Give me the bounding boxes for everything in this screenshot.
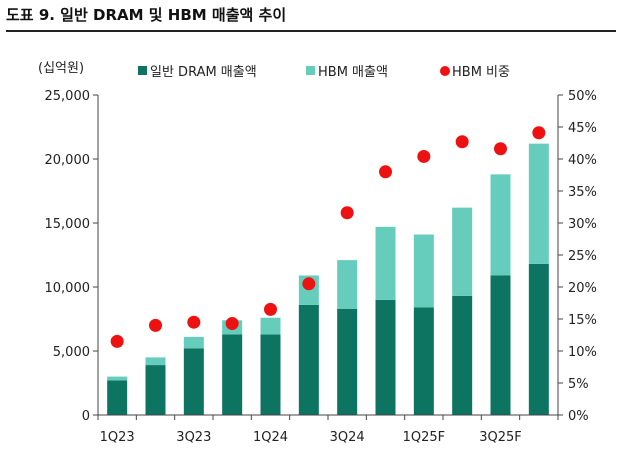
legend: 일반 DRAM 매출액 HBM 매출액 HBM 비중	[138, 65, 510, 80]
hbm-ratio-point	[379, 165, 392, 179]
bar-dram	[298, 304, 319, 415]
bar-dram	[260, 334, 281, 415]
bar-hbm	[260, 317, 281, 335]
right-tick-label: 25%	[568, 249, 597, 264]
right-tick-label: 20%	[568, 281, 597, 296]
axes: 0 5,000 10,000 15,000 20,000 25,000 0% 5% 10% 15%…	[45, 89, 597, 445]
left-tick-label: 15,000	[45, 217, 91, 232]
bars	[107, 143, 549, 415]
hbm-ratio-point	[532, 126, 546, 140]
legend-label: HBM 매출액	[318, 65, 388, 80]
left-tick-label: 0	[82, 409, 90, 424]
y-axis-unit-label: (십억원)	[38, 61, 84, 76]
bar-dram	[490, 275, 511, 415]
figure-title: 도표 9. 일반 DRAM 및 HBM 매출액 추이	[6, 6, 287, 24]
x-tick-label: 1Q25F	[403, 430, 446, 445]
hbm-ratio-point	[455, 135, 469, 149]
bar-dram	[528, 263, 549, 415]
bar-dram	[337, 308, 358, 415]
right-tick-label: 45%	[568, 121, 597, 136]
bar-hbm	[413, 234, 434, 308]
left-tick-label: 5,000	[53, 345, 90, 360]
hbm-ratio-point	[187, 315, 201, 329]
hbm-ratio-point	[340, 206, 354, 220]
ratio-points	[110, 126, 546, 348]
right-tick-label: 5%	[568, 377, 589, 392]
bar-dram	[145, 365, 166, 415]
x-tick-label: 3Q25F	[479, 430, 522, 445]
bar-hbm	[452, 207, 473, 296]
right-tick-label: 35%	[568, 185, 597, 200]
left-tick-label: 20,000	[45, 153, 91, 168]
legend-swatch	[440, 66, 450, 76]
hbm-ratio-point	[494, 142, 507, 156]
right-tick-label: 50%	[568, 89, 597, 104]
right-tick-label: 40%	[568, 153, 597, 168]
x-tick-label: 3Q24	[330, 430, 365, 445]
bar-hbm	[528, 143, 549, 264]
bar-hbm	[490, 174, 511, 276]
legend-swatch	[306, 66, 315, 75]
bar-dram	[413, 307, 434, 415]
legend-label: HBM 비중	[452, 65, 510, 80]
right-tick-label: 15%	[568, 313, 597, 328]
hbm-ratio-point	[110, 334, 124, 348]
bar-hbm	[375, 226, 396, 300]
hbm-ratio-point	[149, 318, 162, 332]
x-tick-label: 1Q24	[253, 430, 288, 445]
bar-hbm	[183, 336, 204, 349]
x-tick-label: 1Q23	[100, 430, 135, 445]
hbm-ratio-point	[302, 277, 316, 291]
hbm-ratio-point	[417, 149, 431, 163]
bar-dram	[222, 334, 243, 415]
x-tick-label: 3Q23	[176, 430, 211, 445]
bar-dram	[183, 348, 204, 415]
left-tick-label: 10,000	[45, 281, 91, 296]
left-tick-label: 25,000	[45, 89, 91, 104]
right-tick-label: 30%	[568, 217, 597, 232]
legend-swatch	[138, 66, 147, 75]
hbm-ratio-point	[264, 302, 277, 316]
bar-dram	[452, 295, 473, 415]
title-rule	[6, 30, 616, 32]
bar-dram	[107, 380, 128, 415]
bar-hbm	[107, 376, 128, 381]
bar-hbm	[337, 260, 358, 309]
bar-hbm	[145, 357, 166, 366]
bar-dram	[375, 299, 396, 415]
right-tick-label: 0%	[568, 409, 589, 424]
hbm-ratio-point	[225, 316, 239, 330]
right-tick-label: 10%	[568, 345, 597, 360]
legend-label: 일반 DRAM 매출액	[150, 65, 257, 80]
